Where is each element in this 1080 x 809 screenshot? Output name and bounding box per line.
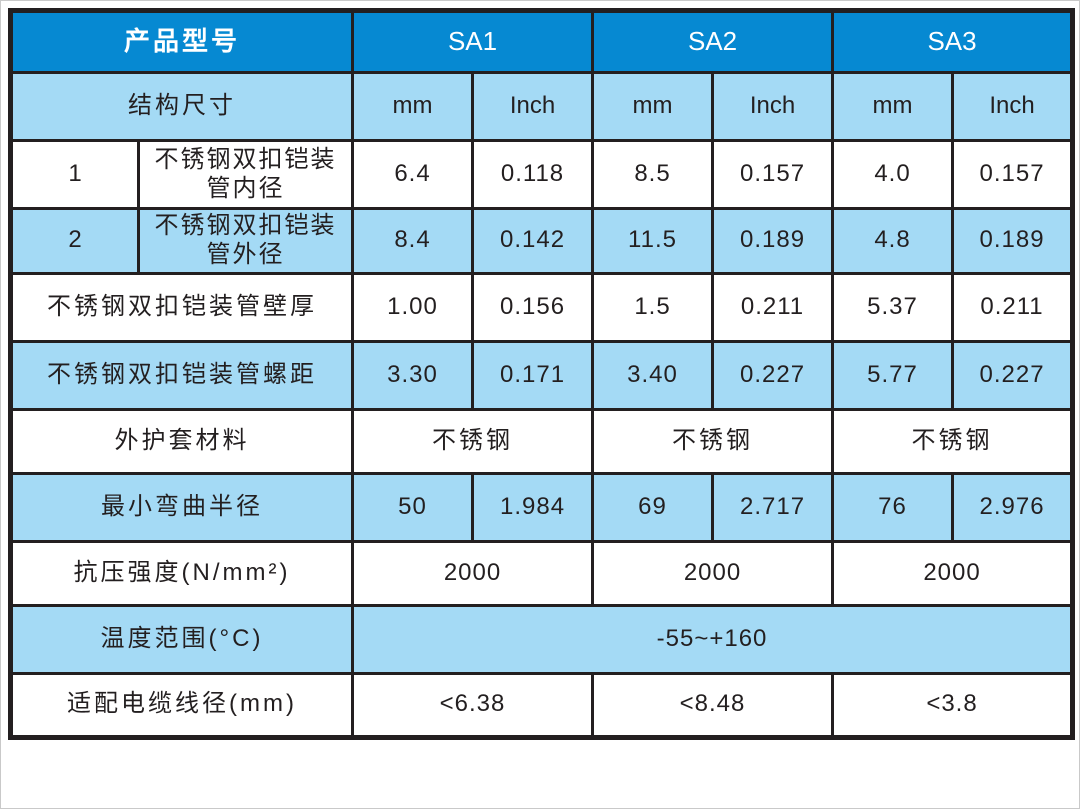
outer-diameter-sa1-inch: 0.142 <box>471 207 595 275</box>
unit-sa1-inch: Inch <box>471 71 595 142</box>
row-pitch-label: 不锈钢双扣铠装管螺距 <box>8 339 355 411</box>
outer-diameter-sa2-mm: 11.5 <box>591 207 715 275</box>
wall-thickness-sa2-mm: 1.5 <box>591 271 715 343</box>
unit-sa3-mm: mm <box>831 71 955 142</box>
row-outer-diameter-index: 2 <box>9 207 140 275</box>
pitch-sa1-mm: 3.30 <box>351 339 475 411</box>
min-bend-radius-sa1-mm: 50 <box>351 471 475 543</box>
min-bend-radius-sa1-inch: 1.984 <box>471 471 595 543</box>
row-wall-thickness: 不锈钢双扣铠装管壁厚 1.00 0.156 1.5 0.211 5.37 0.2… <box>8 271 1075 343</box>
jacket-material-sa3: 不锈钢 <box>831 407 1075 475</box>
pitch-sa2-inch: 0.227 <box>711 339 835 411</box>
row-inner-diameter-index: 1 <box>9 139 140 210</box>
jacket-material-sa1: 不锈钢 <box>351 407 595 475</box>
row-inner-diameter-label: 不锈钢双扣铠装管内径 <box>136 139 355 210</box>
unit-sa2-inch: Inch <box>711 71 835 142</box>
outer-diameter-sa1-mm: 8.4 <box>351 207 475 275</box>
row-compressive-strength: 抗压强度(N/mm²) 2000 2000 2000 <box>8 539 1075 607</box>
jacket-material-sa2: 不锈钢 <box>591 407 835 475</box>
row-min-bend-radius: 最小弯曲半径 50 1.984 69 2.717 76 2.976 <box>8 471 1075 543</box>
outer-diameter-sa3-mm: 4.8 <box>831 207 955 275</box>
compressive-strength-sa1: 2000 <box>351 539 595 607</box>
spec-table: 产品型号 SA1 SA2 SA3 结构尺寸 mm Inch mm Inch mm… <box>8 8 1076 740</box>
units-row: 结构尺寸 mm Inch mm Inch mm Inch <box>8 71 1075 142</box>
model-sa1-header: SA1 <box>351 9 595 74</box>
wall-thickness-sa2-inch: 0.211 <box>711 271 835 343</box>
model-sa3-header: SA3 <box>831 9 1075 74</box>
min-bend-radius-sa2-inch: 2.717 <box>711 471 835 543</box>
wall-thickness-sa3-inch: 0.211 <box>951 271 1075 343</box>
inner-diameter-sa1-mm: 6.4 <box>351 139 475 210</box>
row-pitch: 不锈钢双扣铠装管螺距 3.30 0.171 3.40 0.227 5.77 0.… <box>8 339 1075 411</box>
pitch-sa3-inch: 0.227 <box>951 339 1075 411</box>
row-wall-thickness-label: 不锈钢双扣铠装管壁厚 <box>8 271 355 343</box>
row-cable-diameter: 适配电缆线径(mm) <6.38 <8.48 <3.8 <box>8 671 1075 739</box>
row-temperature-range-label: 温度范围(°C) <box>8 603 355 675</box>
unit-sa3-inch: Inch <box>951 71 1075 142</box>
row-inner-diameter: 1 不锈钢双扣铠装管内径 6.4 0.118 8.5 0.157 4.0 0.1… <box>9 139 1075 210</box>
row-outer-diameter: 2 不锈钢双扣铠装管外径 8.4 0.142 11.5 0.189 4.8 0.… <box>9 207 1075 275</box>
pitch-sa1-inch: 0.171 <box>471 339 595 411</box>
outer-diameter-sa3-inch: 0.189 <box>951 207 1075 275</box>
row-outer-diameter-label: 不锈钢双扣铠装管外径 <box>136 207 355 275</box>
cable-diameter-sa2: <8.48 <box>591 671 835 739</box>
row-min-bend-radius-label: 最小弯曲半径 <box>8 471 355 543</box>
wall-thickness-sa1-mm: 1.00 <box>351 271 475 343</box>
compressive-strength-sa3: 2000 <box>831 539 1075 607</box>
inner-diameter-sa3-mm: 4.0 <box>831 139 955 210</box>
inner-diameter-sa1-inch: 0.118 <box>471 139 595 210</box>
pitch-sa2-mm: 3.40 <box>591 339 715 411</box>
row-cable-diameter-label: 适配电缆线径(mm) <box>8 671 355 739</box>
inner-diameter-sa2-mm: 8.5 <box>591 139 715 210</box>
pitch-sa3-mm: 5.77 <box>831 339 955 411</box>
header-row: 产品型号 SA1 SA2 SA3 <box>8 9 1075 74</box>
row-jacket-material: 外护套材料 不锈钢 不锈钢 不锈钢 <box>8 407 1075 475</box>
wall-thickness-sa3-mm: 5.37 <box>831 271 955 343</box>
row-temperature-range: 温度范围(°C) -55~+160 <box>8 603 1075 675</box>
inner-diameter-sa3-inch: 0.157 <box>951 139 1075 210</box>
cable-diameter-sa3: <3.8 <box>831 671 1075 739</box>
structure-size-header: 结构尺寸 <box>8 71 355 142</box>
outer-diameter-sa2-inch: 0.189 <box>711 207 835 275</box>
min-bend-radius-sa3-mm: 76 <box>831 471 955 543</box>
min-bend-radius-sa3-inch: 2.976 <box>951 471 1075 543</box>
unit-sa2-mm: mm <box>591 71 715 142</box>
temperature-range-value: -55~+160 <box>351 603 1075 675</box>
min-bend-radius-sa2-mm: 69 <box>591 471 715 543</box>
row-jacket-material-label: 外护套材料 <box>8 407 355 475</box>
inner-diameter-sa2-inch: 0.157 <box>711 139 835 210</box>
product-model-header: 产品型号 <box>8 9 355 74</box>
wall-thickness-sa1-inch: 0.156 <box>471 271 595 343</box>
row-compressive-strength-label: 抗压强度(N/mm²) <box>8 539 355 607</box>
compressive-strength-sa2: 2000 <box>591 539 835 607</box>
model-sa2-header: SA2 <box>591 9 835 74</box>
unit-sa1-mm: mm <box>351 71 475 142</box>
cable-diameter-sa1: <6.38 <box>351 671 595 739</box>
